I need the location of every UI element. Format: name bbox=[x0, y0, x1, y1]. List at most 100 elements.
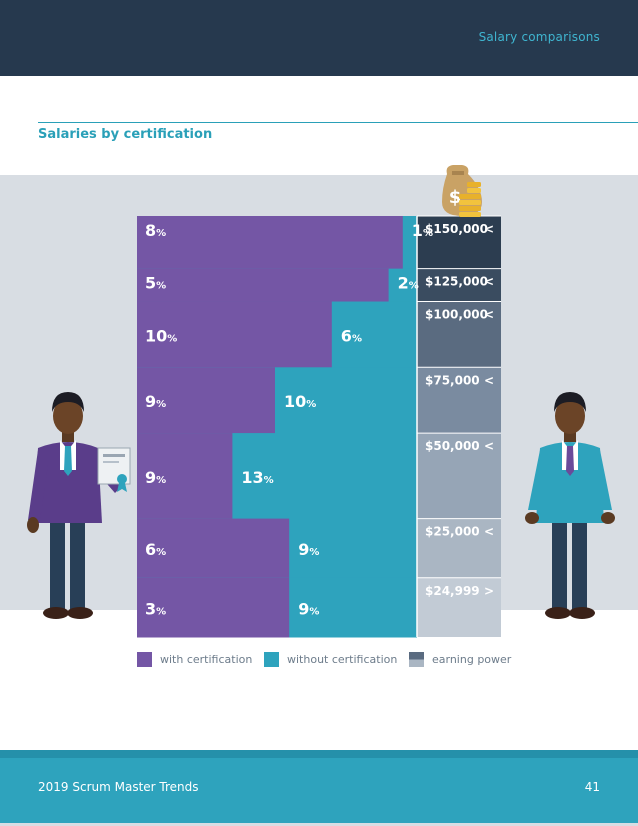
footer-report-title: 2019 Scrum Master Trends bbox=[38, 780, 199, 794]
earning-power-band bbox=[417, 518, 501, 578]
pct-unit: % bbox=[156, 228, 166, 239]
footer-stripe bbox=[0, 750, 638, 758]
pct-label-with-cert: 8% bbox=[145, 221, 166, 240]
earning-power-band bbox=[417, 301, 501, 368]
arm bbox=[28, 450, 48, 520]
legend-label-earning-power: earning power bbox=[432, 653, 512, 666]
pct-label-without-cert: 10% bbox=[284, 392, 316, 411]
pct-value-with-cert: 8 bbox=[145, 221, 156, 240]
pct-unit: % bbox=[423, 228, 433, 239]
pct-value-with-cert: 9 bbox=[145, 468, 156, 487]
pct-label-with-cert: 5% bbox=[145, 274, 166, 293]
legend-earning-power: earning power bbox=[409, 652, 511, 667]
coin bbox=[459, 194, 469, 199]
legend-label-without-cert: without certification bbox=[287, 653, 398, 666]
section-title: Salary comparisons bbox=[478, 30, 600, 44]
pct-unit: % bbox=[306, 399, 316, 410]
shoe bbox=[545, 607, 571, 619]
bars-layer bbox=[137, 216, 417, 638]
coin bbox=[467, 200, 481, 205]
tier-label: $25,000 bbox=[425, 525, 480, 539]
bar-with-cert bbox=[137, 216, 403, 270]
pct-unit: % bbox=[309, 547, 319, 558]
title-rule bbox=[38, 122, 638, 123]
tier-symbol: < bbox=[484, 308, 494, 322]
tie bbox=[64, 446, 72, 476]
bar-with-cert bbox=[137, 433, 233, 520]
legend-swatch-without-cert bbox=[264, 652, 279, 667]
bar-with-cert bbox=[137, 577, 290, 638]
jacket bbox=[536, 442, 604, 523]
pct-value-with-cert: 9 bbox=[145, 392, 156, 411]
tier-label: $125,000 bbox=[425, 275, 488, 289]
money-bag-tie bbox=[452, 171, 464, 175]
coin bbox=[459, 206, 469, 211]
tier-label: $50,000 bbox=[425, 439, 480, 453]
bottom-rule bbox=[0, 823, 638, 826]
pct-value-without-cert: 9 bbox=[298, 540, 309, 559]
labels-layer: $150,000<8% 1%$125,000<5% 2%$100,000<10% 6%… bbox=[145, 221, 494, 618]
earning-power-band bbox=[417, 367, 501, 434]
pct-value-with-cert: 3 bbox=[145, 599, 156, 618]
pct-value-without-cert: 10 bbox=[284, 392, 306, 411]
pct-label-with-cert: 9% bbox=[145, 392, 166, 411]
man-with-certificate bbox=[27, 392, 131, 619]
coin bbox=[459, 200, 469, 205]
pct-unit: % bbox=[352, 333, 362, 344]
header-bar: Salary comparisons bbox=[0, 0, 638, 76]
pct-label-with-cert: 3% bbox=[145, 599, 166, 618]
leg bbox=[70, 520, 85, 610]
head bbox=[53, 398, 83, 434]
pct-value-without-cert: 6 bbox=[341, 326, 352, 345]
pct-unit: % bbox=[156, 606, 166, 617]
hair bbox=[554, 392, 586, 412]
pct-unit: % bbox=[156, 475, 166, 486]
pct-label-with-cert: 6% bbox=[145, 540, 166, 559]
pct-value-without-cert: 1 bbox=[412, 221, 423, 240]
coin bbox=[467, 182, 481, 187]
legend-with-cert: with certification bbox=[137, 652, 252, 667]
hand bbox=[27, 517, 39, 533]
leg bbox=[552, 520, 567, 610]
arm bbox=[592, 450, 612, 510]
hand bbox=[525, 512, 539, 524]
tier-symbol: < bbox=[484, 275, 494, 289]
pct-value-without-cert: 13 bbox=[241, 468, 263, 487]
tier-symbol: < bbox=[484, 439, 494, 453]
pct-unit: % bbox=[264, 475, 274, 486]
pct-label-without-cert: 13% bbox=[241, 468, 273, 487]
shoe bbox=[569, 607, 595, 619]
pct-label-without-cert: 6% bbox=[341, 326, 362, 345]
money-bag-icon: $ bbox=[442, 165, 482, 217]
tier-symbol: < bbox=[484, 222, 494, 236]
pct-unit: % bbox=[156, 281, 166, 292]
pct-unit: % bbox=[167, 333, 177, 344]
legend-swatch-earning-power bbox=[409, 652, 424, 667]
bar-with-cert bbox=[137, 301, 332, 368]
pct-value-with-cert: 6 bbox=[145, 540, 156, 559]
earning-power-band bbox=[417, 216, 501, 269]
earning-power-band bbox=[417, 268, 501, 302]
tie bbox=[566, 446, 574, 476]
tier-label: $75,000 bbox=[425, 373, 480, 387]
bar-with-cert bbox=[137, 518, 290, 579]
man-without-certificate bbox=[525, 392, 615, 619]
tier-label: $100,000 bbox=[425, 308, 488, 322]
bar-with-cert bbox=[137, 268, 389, 303]
legend-without-cert: without certification bbox=[264, 652, 397, 667]
pct-unit: % bbox=[156, 547, 166, 558]
tier-label: $150,000 bbox=[425, 222, 488, 236]
pct-value-without-cert: 9 bbox=[298, 599, 309, 618]
coin bbox=[467, 212, 481, 217]
dollar-sign: $ bbox=[449, 187, 462, 208]
pct-label-without-cert: 1% bbox=[412, 221, 433, 240]
arm bbox=[528, 450, 548, 510]
hair bbox=[52, 392, 84, 412]
shoe bbox=[67, 607, 93, 619]
pct-label-with-cert: 10% bbox=[145, 326, 177, 345]
certificate-line bbox=[103, 454, 125, 457]
tier-label: $24,999 bbox=[425, 584, 480, 598]
leg bbox=[50, 520, 65, 610]
pct-label-with-cert: 9% bbox=[145, 468, 166, 487]
